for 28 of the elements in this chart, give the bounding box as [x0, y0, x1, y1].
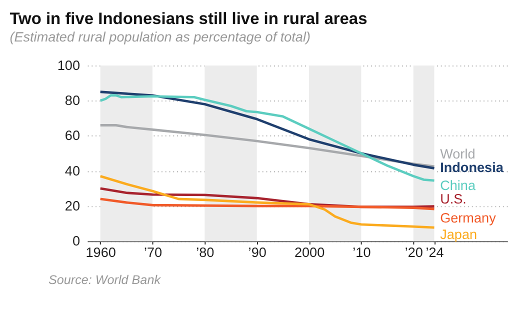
x-tick-label: ’10 — [352, 245, 372, 260]
y-tick-label: 0 — [72, 233, 80, 248]
series-label: Germany — [440, 210, 496, 226]
line-series — [99, 94, 436, 182]
line-series — [99, 174, 436, 229]
y-tick-label: 20 — [64, 198, 80, 214]
series-label: World — [440, 146, 476, 162]
x-tick-label: ’80 — [196, 245, 215, 260]
y-tick-label: 40 — [64, 163, 80, 178]
series-label: Indonesia — [440, 160, 504, 176]
y-tick-label: 80 — [64, 93, 80, 108]
y-tick-label: 60 — [64, 128, 80, 144]
series-label: Japan — [440, 227, 478, 242]
x-tick-label: ’20 — [404, 245, 424, 260]
chart-title: Two in five Indonesians still live in rural areas — [10, 10, 368, 28]
x-tick-label: 2000 — [294, 245, 326, 260]
series-label: China — [440, 178, 476, 194]
x-tick-label: ’24 — [426, 245, 444, 260]
x-tick-label: ’70 — [144, 245, 162, 260]
x-tick-label: 1960 — [86, 245, 116, 260]
y-tick-label: 100 — [57, 58, 80, 73]
chart-subtitle: (Estimated rural population as percentage of total) — [10, 29, 311, 44]
series-label: U.S. — [440, 191, 466, 206]
line-series — [99, 187, 436, 208]
line-series — [99, 198, 436, 210]
source-note: Source: World Bank — [48, 272, 162, 287]
line-series — [99, 90, 436, 170]
x-tick-label: ’90 — [248, 245, 267, 260]
